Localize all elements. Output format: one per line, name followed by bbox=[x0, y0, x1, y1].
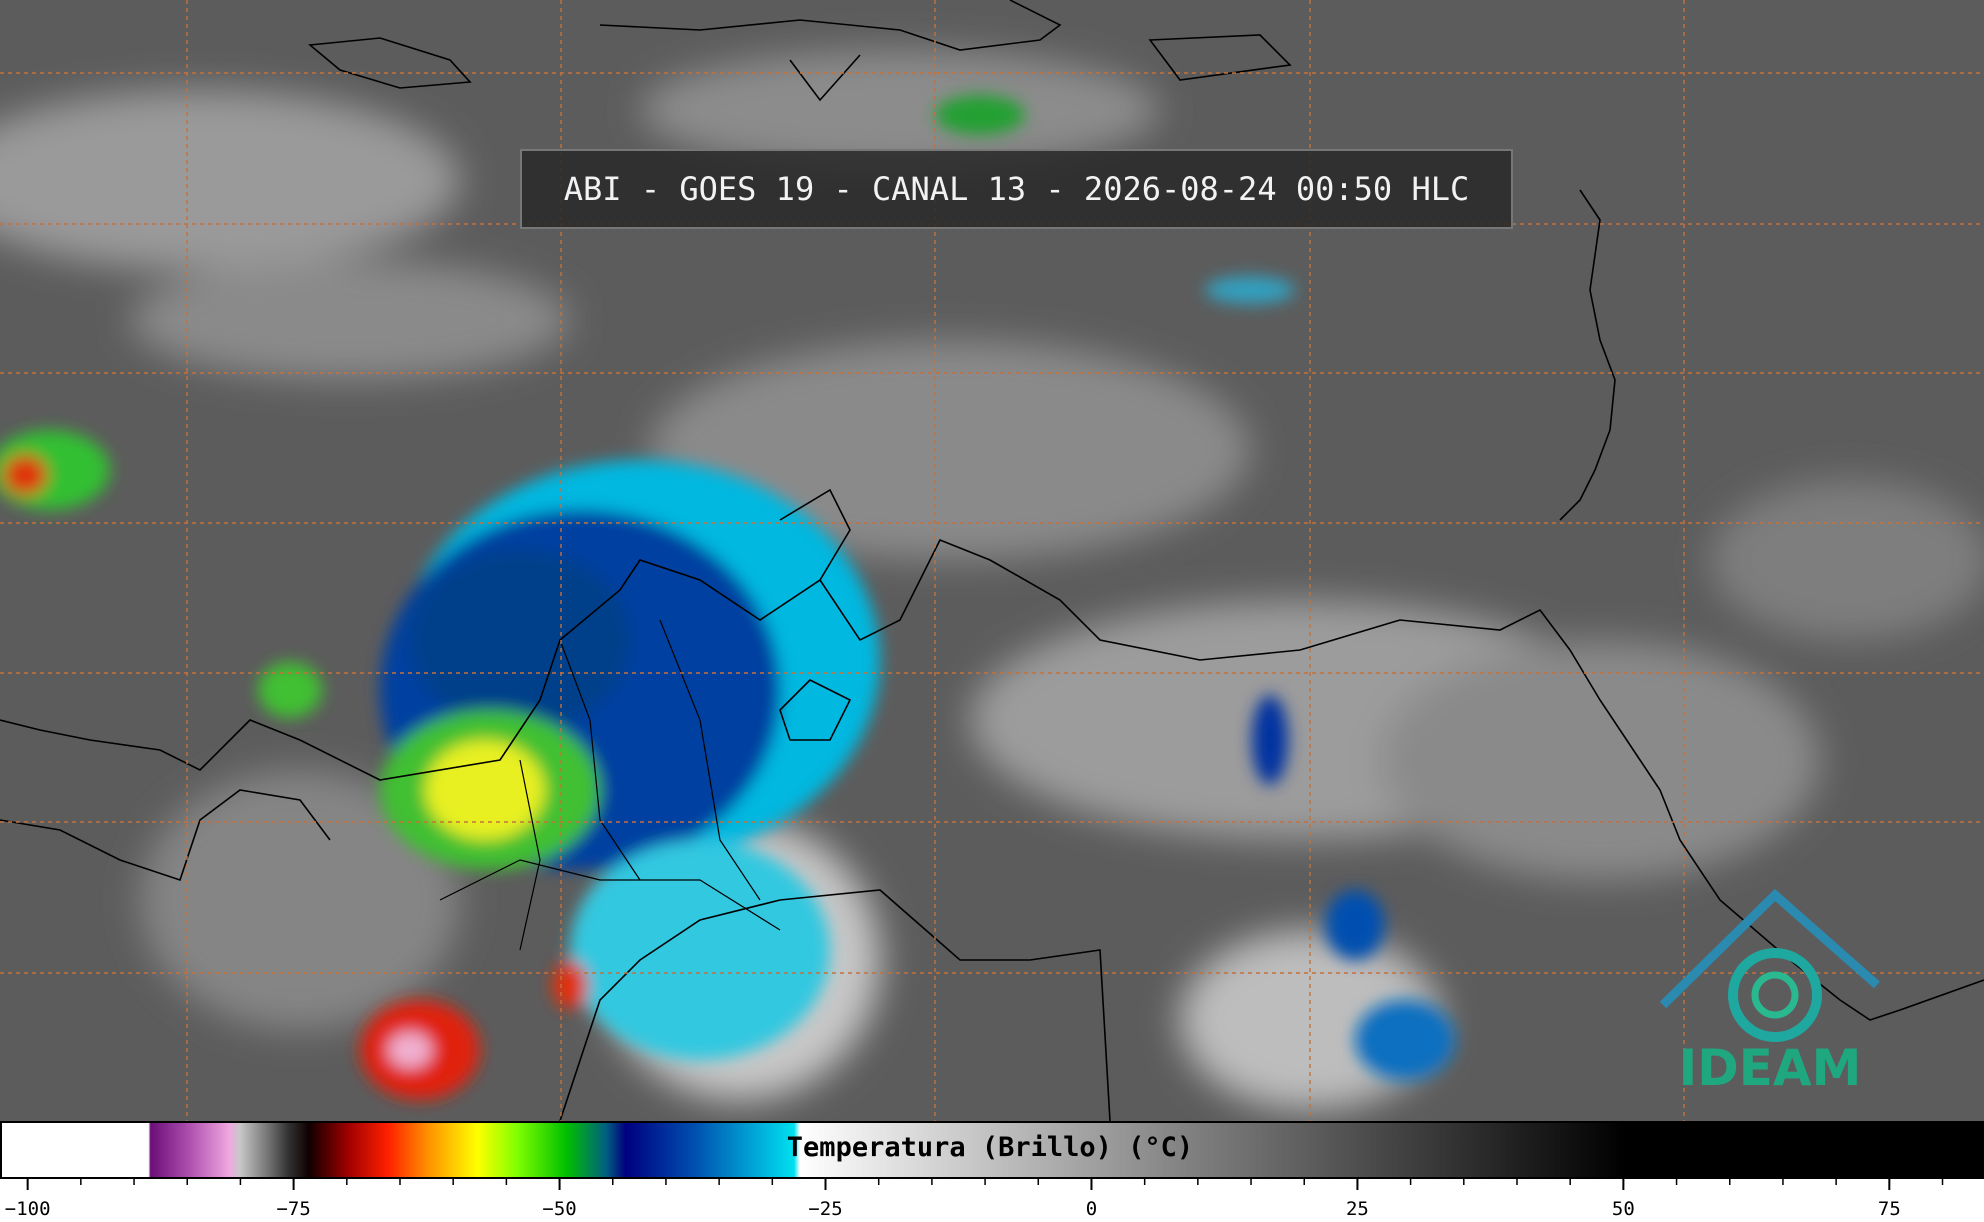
tick-label: 50 bbox=[1612, 1198, 1635, 1220]
tick-label: 0 bbox=[1086, 1198, 1097, 1220]
clouds bbox=[0, 50, 1984, 1110]
tick-label: −25 bbox=[808, 1198, 842, 1220]
logo: IDEAM bbox=[1659, 888, 1880, 1097]
tick-label: −50 bbox=[542, 1198, 576, 1220]
logo-swirl bbox=[1728, 948, 1822, 1042]
tick-label: 25 bbox=[1346, 1198, 1369, 1220]
title: ABI - GOES 19 - CANAL 13 - 2026-08-24 00… bbox=[520, 149, 1513, 229]
convection bbox=[0, 95, 1455, 1100]
logo-text: IDEAM bbox=[1679, 1039, 1862, 1097]
tick-label: −100 bbox=[5, 1198, 51, 1220]
logo-roof bbox=[1659, 888, 1880, 1009]
colorbar-axis: −100 −75 −50 −25 0 25 50 75 bbox=[0, 1179, 1984, 1222]
colorbar-label: Temperatura (Brillo) (°C) bbox=[786, 1132, 1194, 1163]
colorbar bbox=[0, 1121, 1984, 1179]
tick-label: −75 bbox=[276, 1198, 310, 1220]
logo-swirl bbox=[1751, 971, 1799, 1019]
tick-label: 75 bbox=[1878, 1198, 1901, 1220]
